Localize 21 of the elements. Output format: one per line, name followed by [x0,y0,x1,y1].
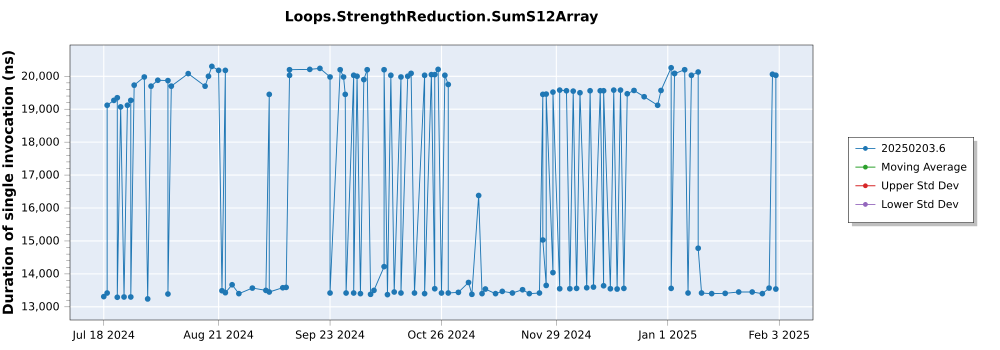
y-tick-label: 17,000 [22,170,59,180]
x-tick-label: Sep 23 2024 [296,330,364,341]
legend-label: 20250203.6 [882,144,945,152]
y-axis-title: Duration of single invocation (ns) [2,51,16,314]
y-tick-label: 20,000 [22,72,59,81]
legend-label: Lower Std Dev [882,200,958,208]
x-tick-label: Jul 18 2024 [72,330,134,341]
y-tick-label: 16,000 [22,203,59,213]
y-tick-label: 15,000 [22,236,59,246]
x-tick-label: Oct 26 2024 [408,330,475,339]
x-tick-label: Jan 1 2025 [638,330,696,341]
x-tick-label: Nov 29 2024 [522,330,591,339]
y-tick-label: 14,000 [22,269,59,279]
legend-label: Upper Std Dev [882,181,959,192]
legend-label: Moving Average [882,162,966,173]
y-tick-label: 18,000 [22,137,59,147]
chart-title: Loops.StrengthReduction.SumS12Array [286,10,598,24]
y-tick-label: 19,000 [22,104,59,114]
x-tick-label: Feb 3 2025 [750,330,809,339]
y-tick-label: 13,000 [22,302,59,312]
x-tick-label: Aug 21 2024 [183,330,254,341]
